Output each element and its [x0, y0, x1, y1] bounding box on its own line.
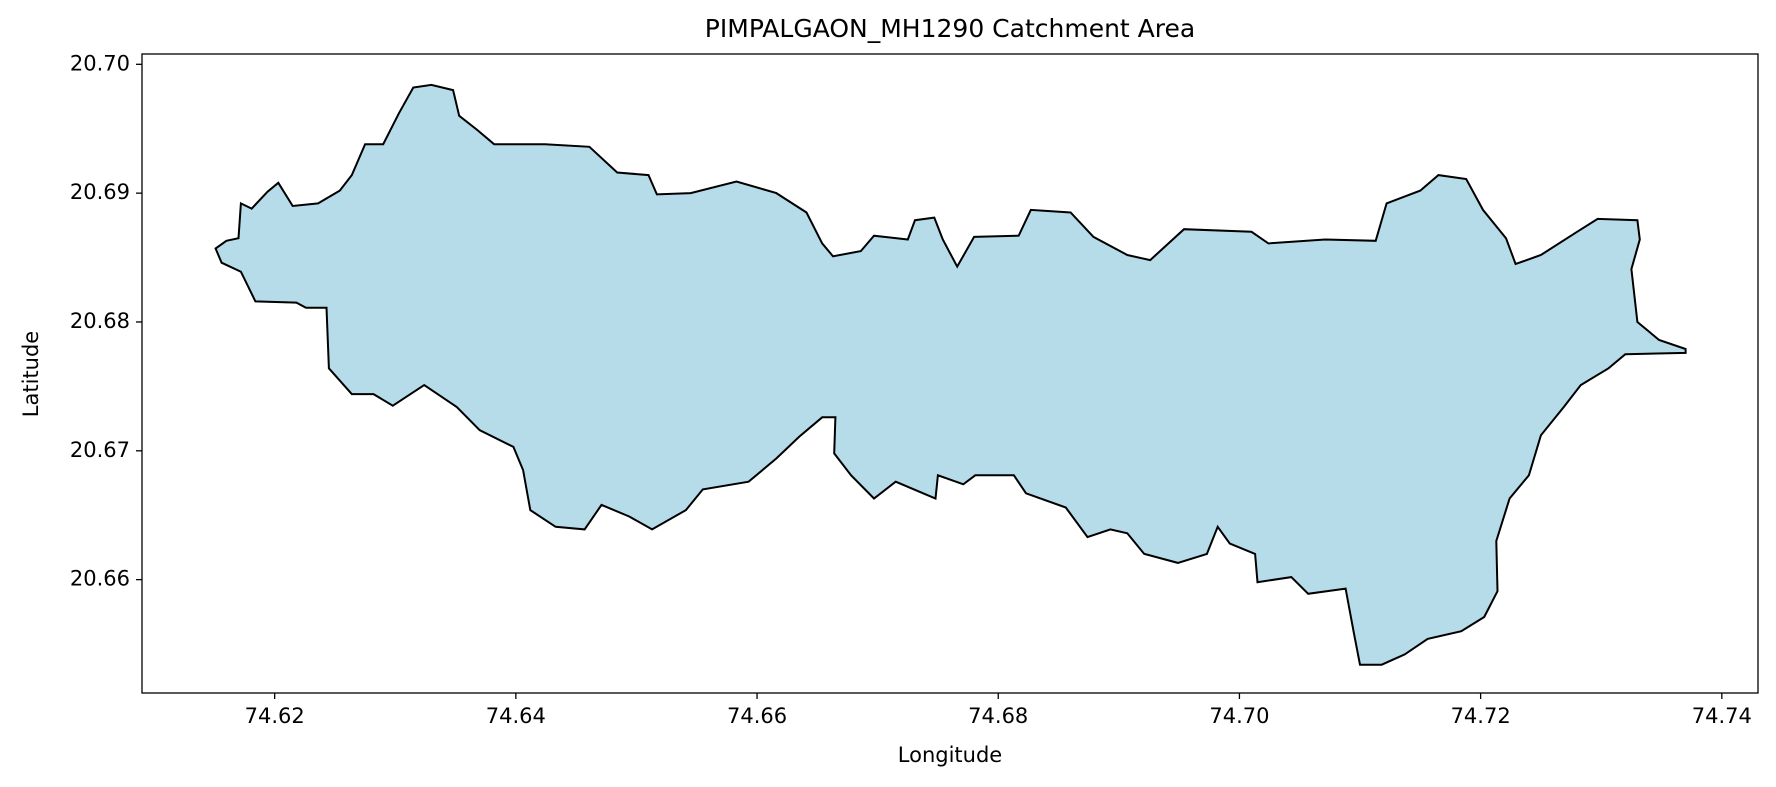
y-tick-label: 20.67: [70, 438, 130, 462]
y-axis-label: Latitude: [19, 331, 43, 417]
x-axis-label: Longitude: [898, 743, 1002, 767]
y-tick-label: 20.66: [70, 567, 130, 591]
x-tick-label: 74.74: [1692, 704, 1752, 728]
x-tick-label: 74.64: [486, 704, 546, 728]
plot-frame: [141, 53, 1759, 694]
chart-title: PIMPALGAON_MH1290 Catchment Area: [705, 14, 1195, 43]
y-tick-label: 20.70: [70, 51, 130, 75]
y-tick-label: 20.69: [70, 180, 130, 204]
x-tick-label: 74.68: [968, 704, 1028, 728]
x-tick-label: 74.62: [245, 704, 305, 728]
x-tick-label: 74.66: [727, 704, 787, 728]
x-tick-label: 74.72: [1451, 704, 1511, 728]
x-tick-label: 74.70: [1209, 704, 1269, 728]
y-tick-label: 20.68: [70, 309, 130, 333]
catchment-area: [214, 83, 1687, 666]
